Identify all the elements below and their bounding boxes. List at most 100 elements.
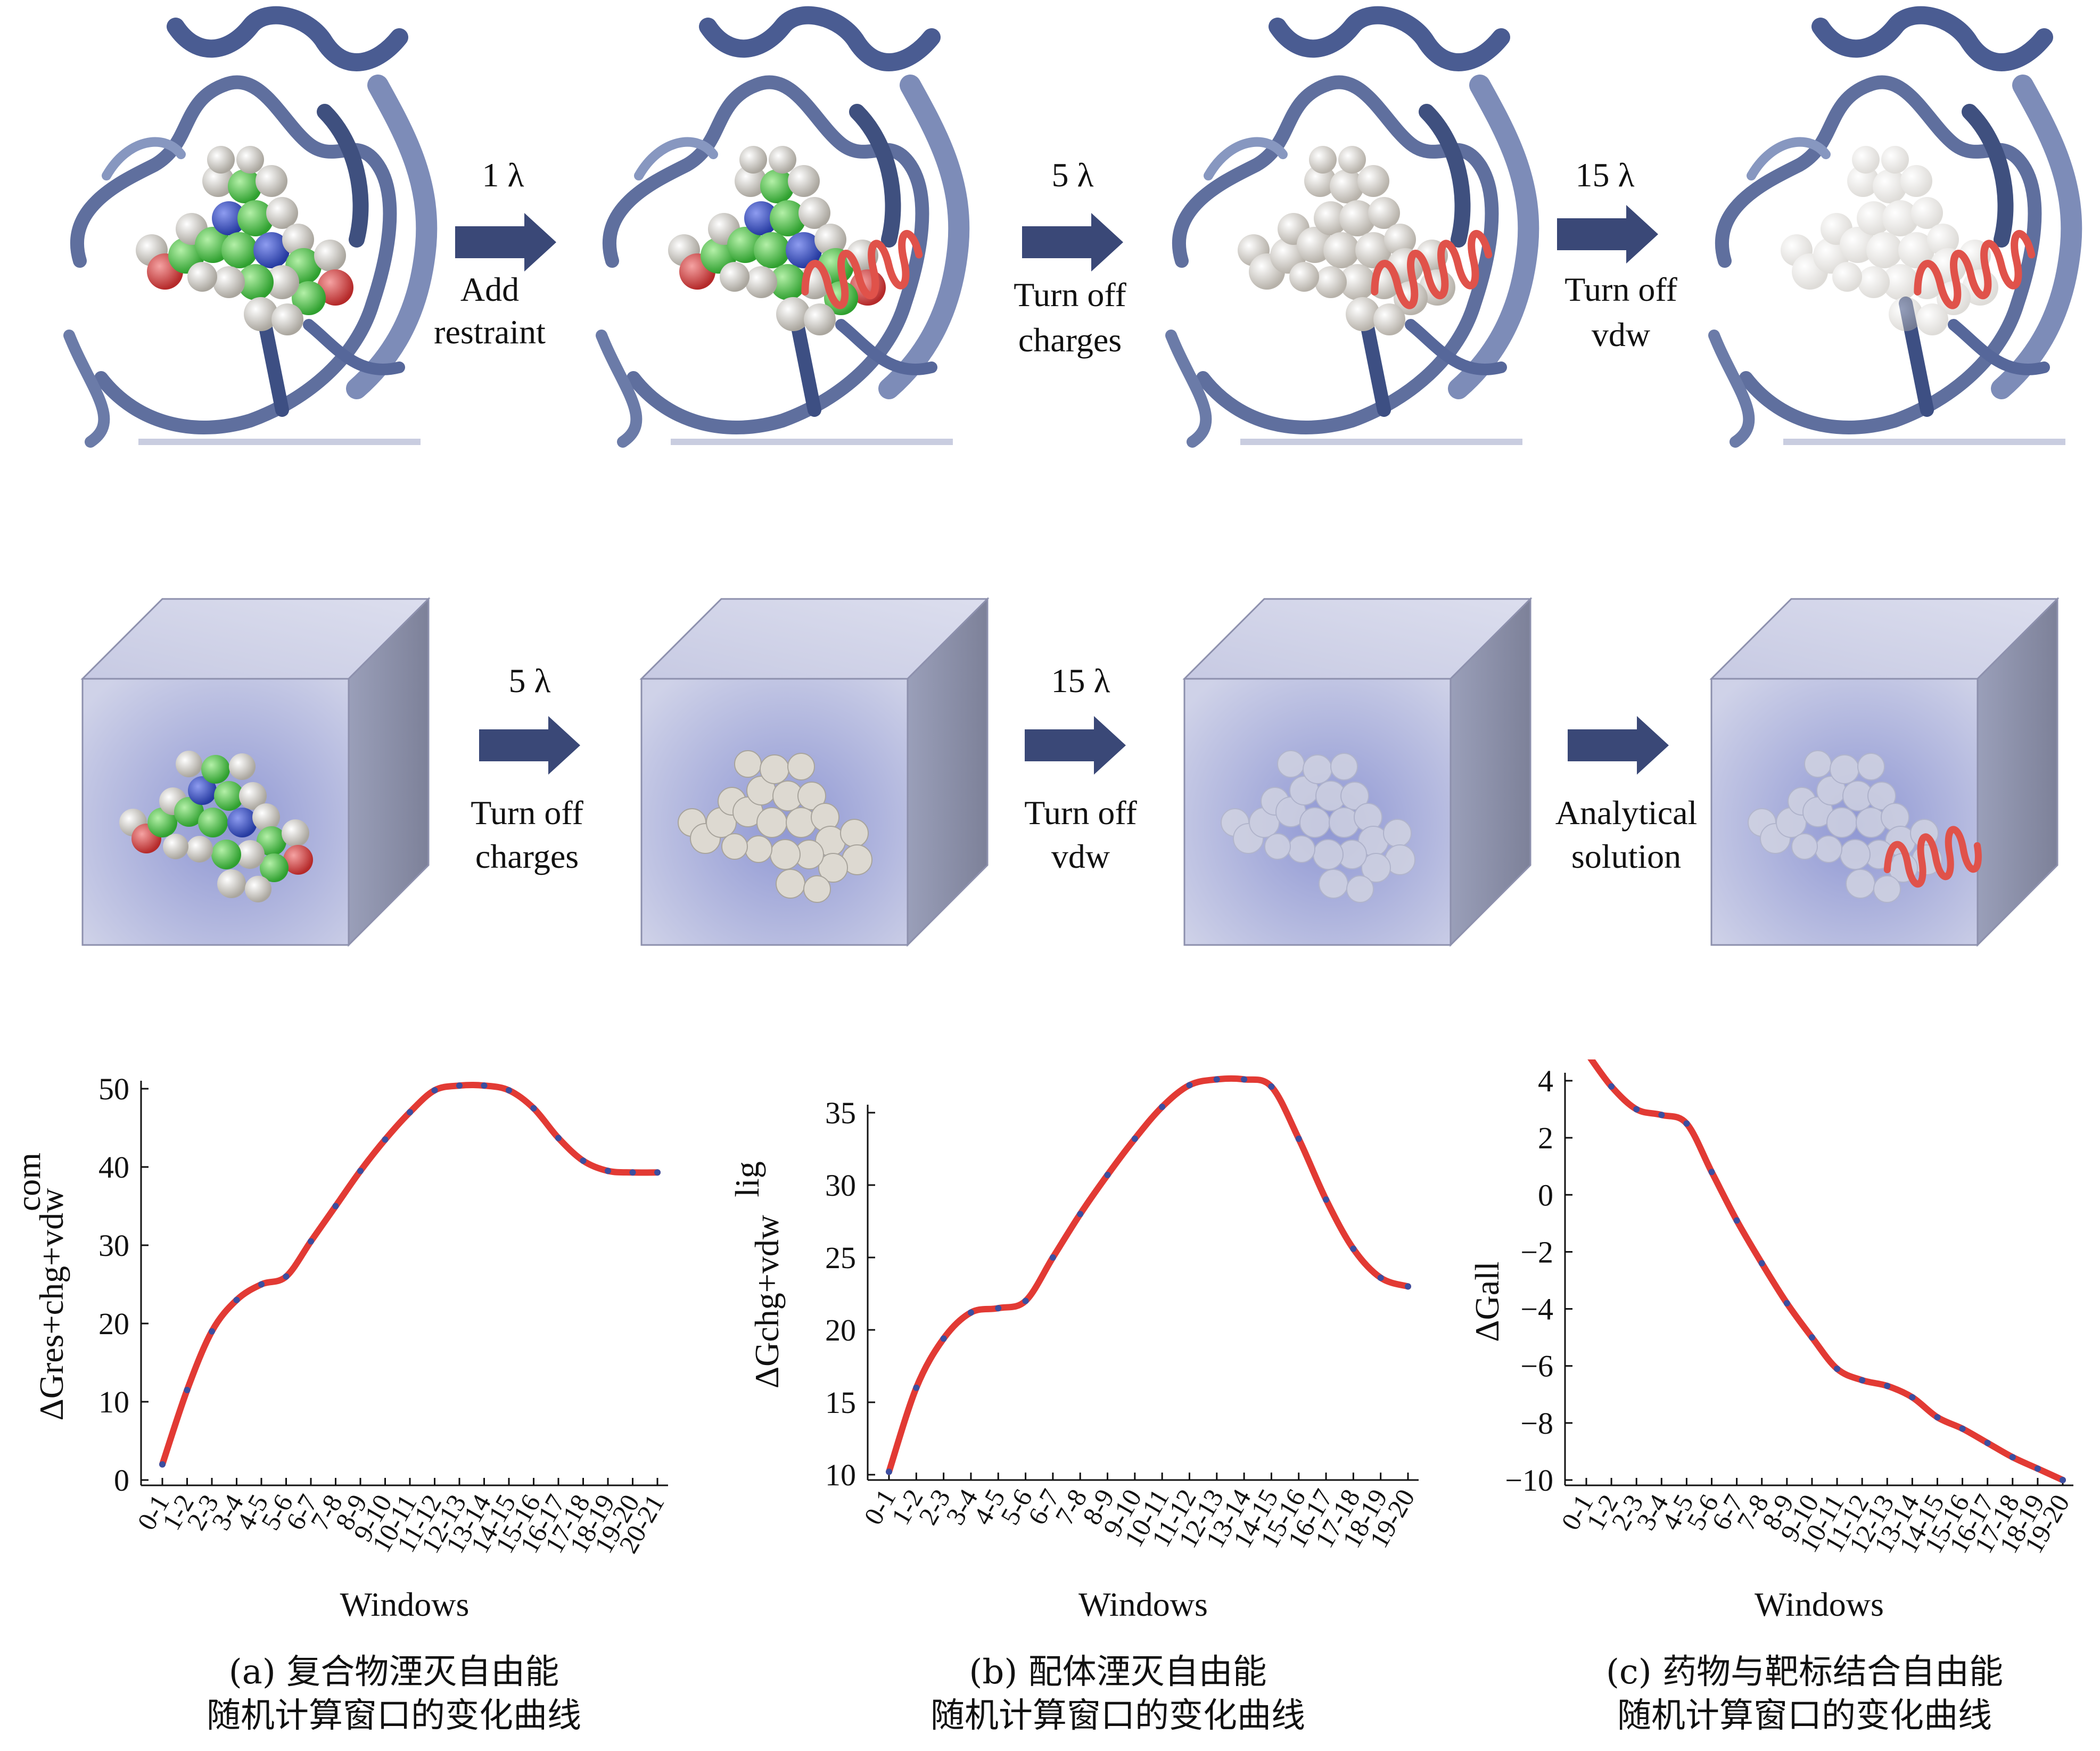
data-point <box>209 1328 215 1335</box>
data-point <box>1323 1196 1330 1203</box>
y-tick-label: 4 <box>1538 1064 1553 1098</box>
y-tick-label: 20 <box>825 1313 856 1347</box>
data-point <box>159 1461 166 1468</box>
data-point <box>1683 1120 1690 1127</box>
step-label: Turn off <box>1014 276 1126 314</box>
step-label: Turn off <box>1024 794 1137 832</box>
solvent-pathway-row: 5 λ Turn off charges 15 λ Turn off vdw A… <box>81 598 2058 946</box>
data-point <box>940 1335 947 1342</box>
caption-a-line1: (a) 复合物湮灭自由能 <box>228 1653 559 1692</box>
y-tick-label: 50 <box>98 1072 129 1106</box>
data-point <box>407 1109 413 1116</box>
protein-panel-2 <box>602 15 959 442</box>
data-point <box>1658 1112 1665 1119</box>
data-point <box>1295 1135 1302 1142</box>
data-point <box>580 1157 587 1164</box>
y-tick-label: 10 <box>98 1385 129 1419</box>
y-tick-label: 30 <box>825 1168 856 1203</box>
data-point <box>1159 1104 1166 1111</box>
data-point <box>1213 1076 1220 1083</box>
y-tick-label: −2 <box>1520 1235 1553 1269</box>
data-point <box>1022 1297 1029 1304</box>
data-point <box>1633 1106 1640 1113</box>
data-point <box>995 1305 1002 1312</box>
chart-binding-free-energy: −10−8−6−4−20240-11-22-33-44-55-66-77-88-… <box>1468 1059 2076 1623</box>
y-tick-label: 15 <box>825 1385 856 1420</box>
data-point <box>2060 1477 2066 1483</box>
solvent-box-4 <box>1710 598 2058 946</box>
y-tick-label: 35 <box>825 1096 856 1130</box>
data-point <box>530 1105 537 1112</box>
data-point <box>1884 1383 1891 1390</box>
step-label: charges <box>475 837 579 875</box>
caption-c-line2: 随机计算窗口的变化曲线 <box>1617 1696 1992 1736</box>
data-point <box>332 1203 339 1210</box>
series-line <box>1587 1059 2066 1483</box>
data-point <box>1708 1169 1715 1175</box>
x-axis-label: Windows <box>1755 1585 1884 1623</box>
step-lambda: 5 λ <box>1051 156 1093 194</box>
series-line <box>886 1075 1411 1475</box>
step-lambda: 1 λ <box>482 156 524 194</box>
caption-b: (b) 配体湮灭自由能 随机计算窗口的变化曲线 <box>878 1650 1357 1738</box>
y-tick-label: −6 <box>1520 1349 1553 1384</box>
protein-panel-4 <box>1714 15 2071 442</box>
step-label: Turn off <box>1564 270 1677 308</box>
step-arrow-2 <box>1022 213 1123 272</box>
y-tick-label: 2 <box>1538 1121 1553 1155</box>
data-point <box>1186 1082 1193 1089</box>
data-point <box>1984 1440 1991 1446</box>
caption-b-line2: 随机计算窗口的变化曲线 <box>930 1696 1305 1736</box>
data-point <box>1959 1425 1966 1432</box>
data-point <box>506 1087 512 1094</box>
step-arrow-3 <box>1557 205 1658 264</box>
data-point <box>654 1169 661 1176</box>
data-point <box>357 1168 364 1174</box>
data-point <box>1834 1366 1841 1372</box>
protein-pathway-row: 1 λ Add restraint 5 λ Turn off charges 1… <box>0 0 2100 479</box>
caption-c-line1: (c) 药物与靶标结合自由能 <box>1605 1653 2004 1692</box>
data-point <box>1909 1394 1916 1401</box>
data-point <box>1405 1283 1411 1290</box>
data-point <box>283 1273 290 1280</box>
series-line <box>159 1082 661 1468</box>
y-tick-label: −10 <box>1505 1463 1553 1498</box>
data-point <box>605 1168 611 1174</box>
step-label: restraint <box>434 313 546 351</box>
chart-ligand-annihilation: 1015202530350-11-22-33-44-55-66-77-88-99… <box>728 1075 1421 1623</box>
data-point <box>2009 1454 2016 1461</box>
data-point <box>1377 1275 1384 1281</box>
data-point <box>1077 1211 1084 1218</box>
data-point <box>1733 1217 1740 1224</box>
y-tick-label: 10 <box>825 1458 856 1492</box>
y-axis-label: ΔGall <box>1468 1261 1506 1342</box>
step-label: solution <box>1571 837 1681 875</box>
y-tick-label: 20 <box>98 1306 129 1341</box>
data-point <box>1934 1414 1941 1421</box>
data-point <box>1608 1083 1615 1090</box>
y-tick-label: 0 <box>114 1463 129 1498</box>
data-point <box>481 1082 488 1089</box>
axes: 1015202530350-11-22-33-44-55-66-77-88-99… <box>825 1096 1421 1553</box>
caption-b-line1: (b) 配体湮灭自由能 <box>969 1653 1267 1692</box>
data-point <box>967 1309 974 1316</box>
step-arrow-1 <box>455 213 556 272</box>
data-point <box>1758 1260 1765 1267</box>
data-point <box>1859 1377 1866 1384</box>
caption-a-line2: 随机计算窗口的变化曲线 <box>207 1696 581 1736</box>
data-point <box>886 1468 892 1475</box>
step-lambda: 15 λ <box>1051 662 1110 700</box>
data-point <box>456 1082 463 1089</box>
data-point <box>431 1087 438 1094</box>
caption-a: (a) 复合物湮灭自由能 随机计算窗口的变化曲线 <box>154 1650 633 1738</box>
data-point <box>1783 1300 1790 1306</box>
solvent-box-1 <box>81 598 430 946</box>
data-point <box>1808 1334 1815 1341</box>
y-axis-label: ΔGres+chg+vdw <box>32 1188 70 1421</box>
protein-panel-3 <box>1171 15 1528 442</box>
y-tick-label: −4 <box>1520 1292 1553 1327</box>
y-tick-label: −8 <box>1520 1406 1553 1441</box>
y-tick-label: 40 <box>98 1150 129 1185</box>
step-arrow-5 <box>1025 716 1126 775</box>
step-label: charges <box>1018 321 1122 359</box>
